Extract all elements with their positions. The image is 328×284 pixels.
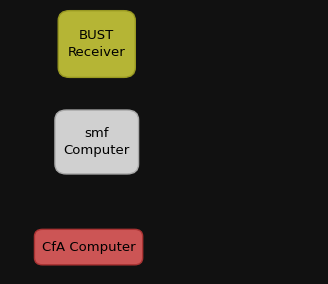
FancyBboxPatch shape [58,11,135,77]
Text: BUST
Receiver: BUST Receiver [68,29,126,59]
FancyBboxPatch shape [55,110,138,174]
Text: CfA Computer: CfA Computer [42,241,135,254]
Text: smf
Computer: smf Computer [64,127,130,157]
FancyBboxPatch shape [34,229,143,265]
